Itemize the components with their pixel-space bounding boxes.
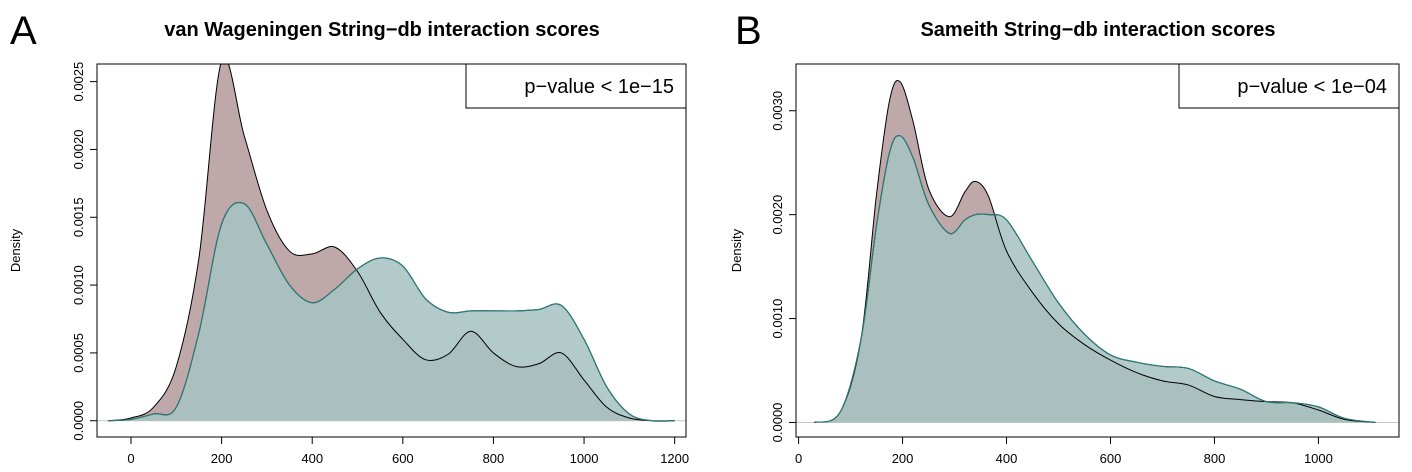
x-tick-label: 800 [1204, 451, 1226, 466]
x-tick-label: 0 [127, 451, 134, 466]
x-tick-label: 200 [211, 451, 233, 466]
legend-text: p−value < 1e−04 [1237, 76, 1387, 98]
chart-panel-b: B Sameith String−db interaction scores 0 20… [729, 9, 1400, 466]
y-tick-label: 0.0010 [770, 299, 785, 339]
chart-title: Sameith String−db interaction scores [920, 19, 1275, 41]
y-tick-label: 0.0010 [71, 265, 86, 305]
x-tick-label: 600 [1100, 451, 1122, 466]
legend-box [465, 63, 687, 109]
legend-box [1178, 63, 1400, 109]
y-tick-label: 0.0005 [71, 333, 86, 373]
y-tick-label: 0.0000 [770, 403, 785, 443]
density-area-2 [108, 202, 675, 422]
x-tick-label: 400 [996, 451, 1018, 466]
y-tick-label: 0.0030 [770, 91, 785, 131]
x-tick-label: 400 [301, 451, 323, 466]
density-area-2 [814, 135, 1376, 423]
chart-title: van Wageningen String−db interaction sco… [164, 19, 599, 41]
density-line-1 [108, 64, 675, 422]
x-tick-label: 800 [483, 451, 505, 466]
plot-area [813, 79, 1376, 424]
y-axis-label: Density [8, 228, 23, 272]
plot-frame [795, 63, 1400, 438]
x-tick-label: 1000 [1304, 451, 1333, 466]
y-tick-label: 0.0025 [71, 62, 86, 102]
panel-letter: A [10, 9, 37, 53]
panel-letter: B [735, 9, 762, 53]
y-axis-label: Density [729, 228, 744, 272]
x-tick-label: 200 [892, 451, 914, 466]
y-tick-label: 0.0015 [71, 197, 86, 237]
legend-text: p−value < 1e−15 [524, 76, 674, 98]
plot-frame [96, 63, 687, 438]
x-tick-label: 0 [795, 451, 802, 466]
density-line-teal [813, 134, 1376, 424]
x-tick-label: 1000 [570, 451, 599, 466]
plot-area [108, 64, 675, 422]
y-tick-label: 0.0020 [71, 130, 86, 170]
x-tick-label: 1200 [660, 451, 689, 466]
x-tick-label: 600 [392, 451, 414, 466]
density-line-1 [814, 79, 1376, 423]
density-line-teal [108, 201, 675, 422]
y-tick-label: 0.0020 [770, 195, 785, 235]
y-tick-label: 0.0000 [71, 401, 86, 441]
